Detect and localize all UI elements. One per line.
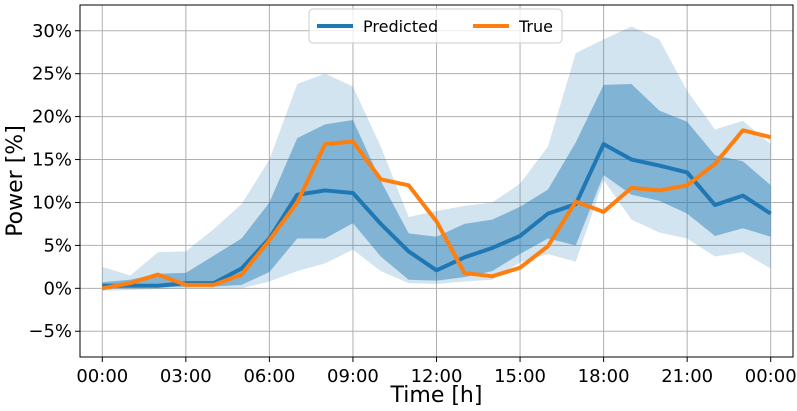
legend-box [308, 8, 563, 44]
series-lines [101, 128, 772, 291]
x-axis-label: Time [h] [390, 383, 483, 408]
y-axis-label: Power [%] [3, 125, 28, 237]
y-tick-label: 30% [32, 21, 72, 42]
axis-ticks: 00:00 03:00 06:00 09:00 12:00 15:00 18:00 21:00… [28, 21, 796, 387]
y-tick-label: 20% [32, 107, 72, 128]
x-tick-label: 03:00 [160, 366, 212, 387]
y-tick-label: 5% [43, 235, 72, 256]
x-tick-label: 00:00 [745, 366, 797, 387]
legend: Predicted True [308, 8, 563, 44]
x-tick-label: 00:00 [76, 366, 128, 387]
x-tick-label: 06:00 [243, 366, 295, 387]
series-line-true [101, 128, 772, 291]
legend-label-true: True [518, 17, 553, 36]
x-tick-label: 21:00 [661, 366, 713, 387]
y-tick-label: 10% [32, 192, 72, 213]
y-tick-label: −5% [28, 321, 72, 342]
y-tick-label: 25% [32, 64, 72, 85]
y-tick-label: 0% [43, 278, 72, 299]
x-tick-label: 12:00 [411, 366, 463, 387]
x-tick-label: 18:00 [578, 366, 630, 387]
x-tick-label: 09:00 [327, 366, 379, 387]
legend-label-predicted: Predicted [363, 17, 438, 36]
outer-band [102, 26, 771, 291]
x-tick-label: 15:00 [494, 366, 546, 387]
y-tick-label: 15% [32, 150, 72, 171]
